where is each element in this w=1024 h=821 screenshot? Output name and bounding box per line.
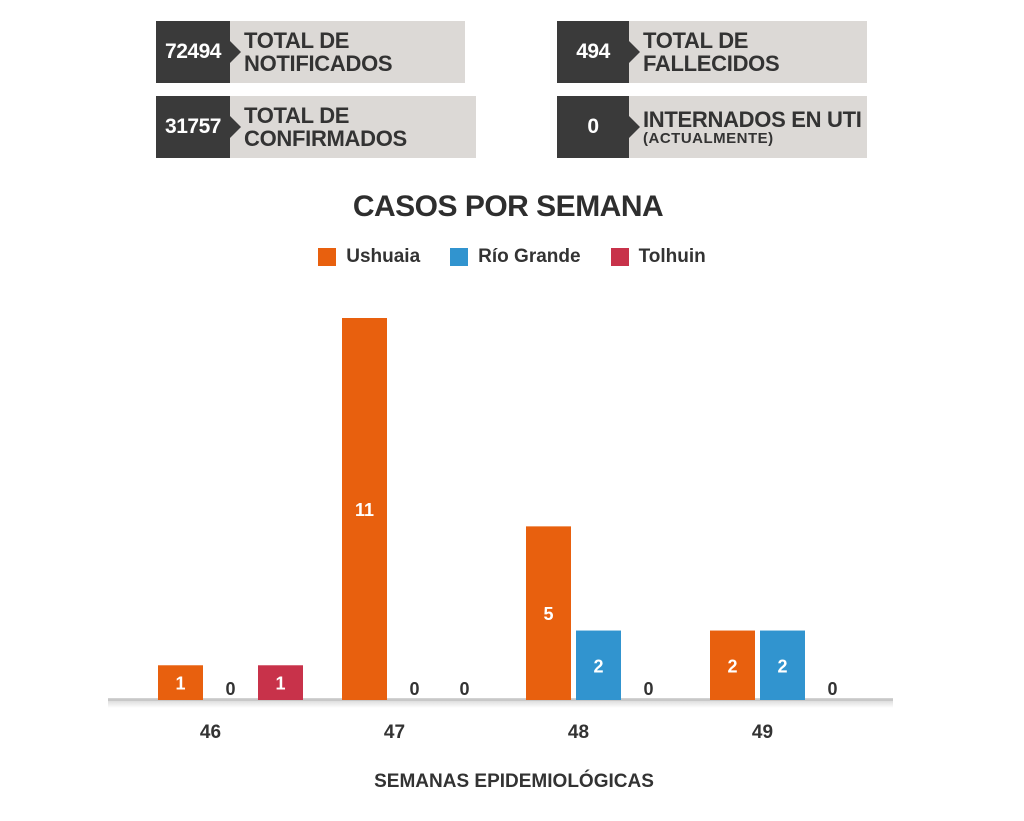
stat-sublabel: (ACTUALMENTE) [643, 129, 774, 147]
legend-label: Ushuaia [346, 246, 421, 267]
chart-legend: Ushuaia Río Grande Tolhuin [0, 246, 1024, 268]
legend-label: Río Grande [478, 246, 581, 267]
legend-label: Tolhuin [638, 246, 706, 267]
stat-label: TOTAL DE NOTIFICADOS [230, 21, 465, 83]
stat-value: 31757 [156, 96, 241, 158]
legend-swatch [318, 248, 337, 266]
stat-total-confirmados: 31757 TOTAL DE CONFIRMADOS [156, 96, 476, 158]
bar-ushuaia-46 [158, 665, 203, 700]
bar-ushuaia-47 [342, 318, 387, 700]
data-label: 11 [355, 500, 374, 520]
stat-label: TOTAL DE FALLECIDOS [629, 21, 867, 83]
bar-rogrande-49 [760, 630, 805, 700]
data-label: 1 [275, 674, 285, 694]
legend-item-tolhuin: Tolhuin [610, 246, 706, 268]
legend-swatch [610, 248, 629, 266]
data-label: 2 [777, 656, 787, 676]
x-tick-label: 47 [384, 722, 405, 743]
stat-total-notificados: 72494 TOTAL DE NOTIFICADOS [156, 21, 465, 83]
x-tick-label: 49 [752, 722, 773, 743]
x-axis-shadow [108, 698, 893, 708]
bar-rogrande-48 [576, 630, 621, 700]
legend-swatch [450, 248, 469, 266]
x-axis-label: SEMANAS EPIDEMIOLÓGICAS [374, 770, 654, 792]
stat-label: TOTAL DE CONFIRMADOS [230, 96, 476, 158]
data-label: 1 [175, 674, 185, 694]
data-label: 2 [593, 656, 603, 676]
stat-value: 72494 [156, 21, 241, 83]
x-tick-label: 46 [200, 722, 221, 743]
chart-title: CASOS POR SEMANA [352, 190, 664, 223]
stat-internados-uti: 0 INTERNADOS EN UTI (ACTUALMENTE) [557, 96, 867, 158]
data-label: 0 [827, 679, 837, 699]
stat-value: 494 [557, 21, 640, 83]
stat-label: INTERNADOS EN UTI (ACTUALMENTE) [629, 96, 867, 158]
x-tick-label: 48 [568, 722, 589, 743]
data-label: 2 [727, 656, 737, 676]
data-label: 0 [225, 679, 235, 699]
data-label: 0 [409, 679, 419, 699]
bar-tolhuin-46 [258, 665, 303, 700]
bar-ushuaia-49 [710, 630, 755, 700]
legend-item-ushuaia: Ushuaia [318, 246, 420, 268]
legend-item-rio-grande: Río Grande [450, 246, 581, 268]
bar-ushuaia-48 [526, 526, 571, 700]
stat-total-fallecidos: 494 TOTAL DE FALLECIDOS [557, 21, 867, 83]
data-label: 0 [459, 679, 469, 699]
data-label: 5 [543, 604, 553, 624]
stat-value: 0 [557, 96, 640, 158]
data-label: 0 [643, 679, 653, 699]
